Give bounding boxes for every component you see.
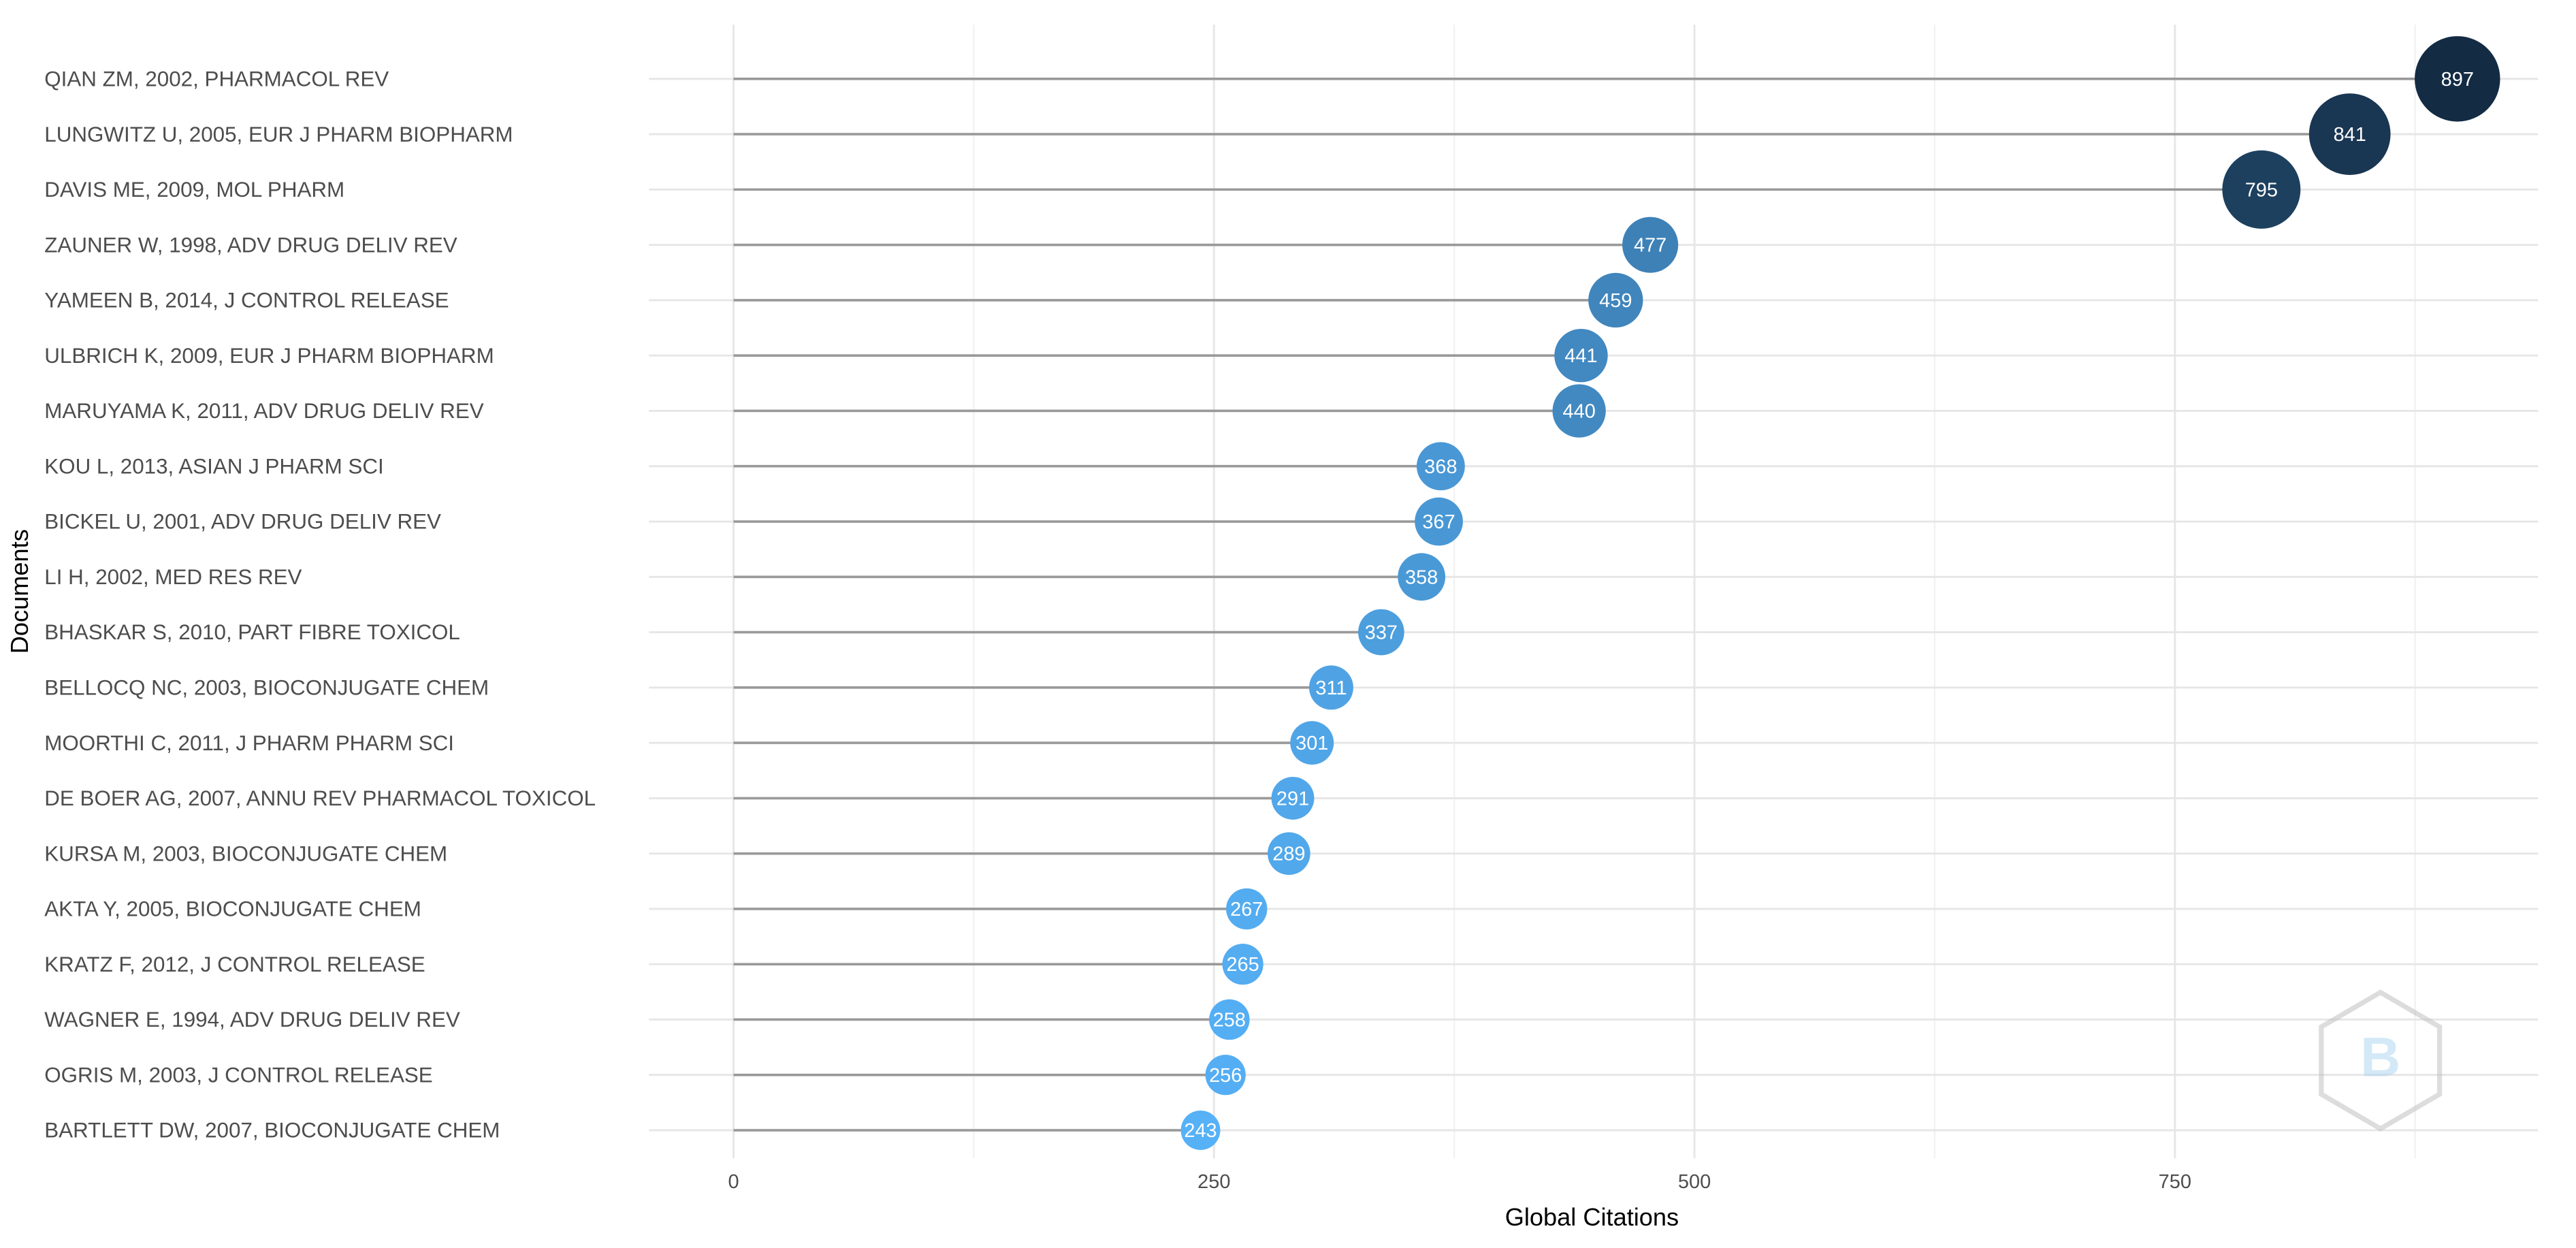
value-label: 368 xyxy=(1424,456,1457,478)
point xyxy=(1209,999,1250,1040)
y-tick-label: KRATZ F, 2012, J CONTROL RELEASE xyxy=(44,953,425,976)
value-label: 897 xyxy=(2441,69,2474,91)
value-label: 258 xyxy=(1213,1010,1246,1031)
value-label: 267 xyxy=(1230,899,1263,921)
value-label: 289 xyxy=(1272,844,1305,865)
point xyxy=(1180,1110,1221,1150)
x-tick-label: 500 xyxy=(1678,1171,1711,1193)
point xyxy=(1552,384,1606,438)
y-tick-label: KOU L, 2013, ASIAN J PHARM SCI xyxy=(44,454,383,478)
y-axis-title: Documents xyxy=(5,529,33,654)
x-tick-label: 250 xyxy=(1197,1171,1230,1193)
point xyxy=(2308,93,2391,175)
y-tick-label: KURSA M, 2003, BIOCONJUGATE CHEM xyxy=(44,842,447,865)
y-tick-label: MOORTHI C, 2011, J PHARM PHARM SCI xyxy=(44,731,454,755)
x-tick-label: 0 xyxy=(728,1171,739,1193)
point xyxy=(2415,36,2500,122)
x-tick-label: 750 xyxy=(2159,1171,2191,1193)
svg-text:B: B xyxy=(2360,1027,2400,1089)
value-label: 301 xyxy=(1295,733,1328,754)
watermark: B xyxy=(2319,989,2443,1132)
point xyxy=(1398,553,1446,601)
value-label: 795 xyxy=(2245,179,2278,201)
y-tick-label: MARUYAMA K, 2011, ADV DRUG DELIV REV xyxy=(44,399,483,423)
value-label: 477 xyxy=(1634,235,1667,257)
y-tick-label: DAVIS ME, 2009, MOL PHARM xyxy=(44,178,344,202)
value-label: 265 xyxy=(1226,954,1259,976)
y-tick-label: QIAN ZM, 2002, PHARMACOL REV xyxy=(44,67,389,91)
y-tick-label: LI H, 2002, MED RES REV xyxy=(44,565,302,589)
y-tick-label: ZAUNER W, 1998, ADV DRUG DELIV REV xyxy=(44,233,457,257)
point xyxy=(1358,609,1404,656)
value-label: 459 xyxy=(1599,290,1632,312)
value-label: 440 xyxy=(1563,401,1596,423)
point xyxy=(1415,497,1463,546)
point xyxy=(2222,150,2301,229)
y-tick-label: BARTLETT DW, 2007, BIOCONJUGATE CHEM xyxy=(44,1119,500,1142)
point xyxy=(1226,888,1268,930)
y-tick-label: OGRIS M, 2003, J CONTROL RELEASE xyxy=(44,1063,432,1087)
point xyxy=(1271,776,1315,820)
y-tick-label: WAGNER E, 1994, ADV DRUG DELIV REV xyxy=(44,1008,460,1031)
value-label: 441 xyxy=(1564,345,1597,367)
value-label: 367 xyxy=(1422,511,1455,533)
point xyxy=(1588,272,1643,328)
point xyxy=(1416,442,1465,491)
point xyxy=(1222,944,1263,985)
point xyxy=(1290,721,1334,765)
value-label: 291 xyxy=(1276,788,1309,810)
y-tick-label: DE BOER AG, 2007, ANNU REV PHARMACOL TOX… xyxy=(44,786,596,810)
value-label: 256 xyxy=(1209,1065,1242,1087)
point xyxy=(1622,217,1679,273)
point xyxy=(1268,832,1310,875)
value-label: 358 xyxy=(1405,566,1438,588)
value-label: 243 xyxy=(1184,1120,1217,1142)
y-tick-label: BHASKAR S, 2010, PART FIBRE TOXICOL xyxy=(44,620,460,644)
y-tick-label: LUNGWITZ U, 2005, EUR J PHARM BIOPHARM xyxy=(44,123,513,146)
y-tick-label: ULBRICH K, 2009, EUR J PHARM BIOPHARM xyxy=(44,344,494,368)
value-label: 311 xyxy=(1315,677,1347,699)
point xyxy=(1554,329,1608,383)
value-label: 337 xyxy=(1365,622,1398,644)
y-tick-label: BICKEL U, 2001, ADV DRUG DELIV REV xyxy=(44,510,441,534)
value-label: 841 xyxy=(2334,124,2366,146)
x-axis-title: Global Citations xyxy=(1505,1203,1679,1231)
y-tick-label: AKTA Y, 2005, BIOCONJUGATE CHEM xyxy=(44,897,421,921)
point xyxy=(1309,665,1353,710)
y-tick-label: BELLOCQ NC, 2003, BIOCONJUGATE CHEM xyxy=(44,676,489,700)
y-tick-label: YAMEEN B, 2014, J CONTROL RELEASE xyxy=(44,289,449,313)
point xyxy=(1205,1055,1246,1095)
